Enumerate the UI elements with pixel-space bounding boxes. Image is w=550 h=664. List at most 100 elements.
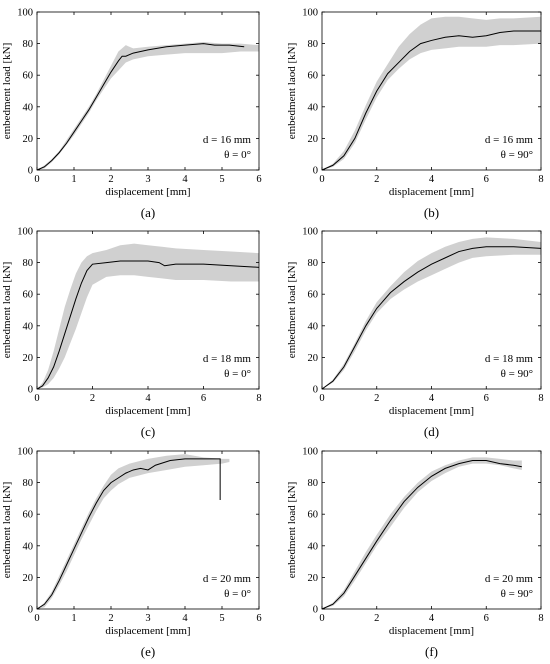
scatter-band (322, 237, 541, 389)
y-tick-label: 80 (23, 258, 34, 269)
y-axis-label: embedment load [kN] (1, 262, 13, 359)
x-tick-label: 2 (374, 174, 379, 185)
x-tick-label: 4 (182, 174, 188, 185)
panel-label: (f) (425, 644, 438, 659)
x-axis-label: displacement [mm] (105, 186, 190, 198)
y-axis-label: embedment load [kN] (286, 262, 298, 359)
x-tick-label: 6 (256, 613, 261, 624)
x-tick-label: 4 (182, 613, 188, 624)
annotation-angle: θ = 90° (501, 588, 533, 600)
y-tick-label: 80 (308, 478, 319, 489)
x-tick-label: 8 (538, 613, 543, 624)
x-axis-label: displacement [mm] (389, 405, 474, 417)
annotation-angle: θ = 90° (501, 368, 533, 380)
annotation-angle: θ = 90° (501, 149, 533, 161)
x-tick-label: 6 (201, 393, 206, 404)
annotation-diameter: d = 16 mm (485, 134, 534, 146)
scatter-band (322, 457, 522, 609)
y-tick-label: 60 (23, 71, 34, 82)
x-tick-label: 1 (71, 613, 76, 624)
mean-curve (321, 30, 541, 171)
y-tick-label: 80 (308, 258, 319, 269)
x-axis-label: displacement [mm] (389, 625, 474, 637)
y-tick-label: 0 (28, 166, 33, 177)
y-tick-label: 60 (23, 290, 34, 301)
y-tick-label: 100 (17, 447, 33, 458)
y-tick-label: 40 (308, 102, 319, 113)
x-tick-label: 4 (429, 174, 435, 185)
y-tick-label: 20 (308, 134, 319, 145)
y-tick-label: 20 (23, 134, 34, 145)
x-tick-label: 8 (538, 174, 543, 185)
x-tick-label: 4 (145, 393, 151, 404)
annotation-diameter: d = 20 mm (485, 573, 534, 585)
x-axis-label: displacement [mm] (105, 625, 190, 637)
y-tick-label: 0 (28, 605, 33, 616)
annotation-diameter: d = 18 mm (203, 353, 252, 365)
y-axis-label: embedment laod [kN] (286, 43, 298, 140)
annotation-diameter: d = 18 mm (485, 353, 534, 365)
x-tick-label: 6 (484, 393, 489, 404)
y-tick-label: 60 (308, 71, 319, 82)
x-tick-label: 0 (34, 174, 39, 185)
scatter-band (37, 454, 230, 609)
x-tick-label: 6 (256, 174, 261, 185)
mean-curve (36, 260, 260, 390)
y-tick-label: 60 (23, 510, 34, 521)
plot-frame (36, 11, 260, 171)
y-axis-label: embedment load [kN] (1, 43, 13, 140)
y-tick-label: 100 (17, 8, 33, 19)
y-tick-label: 100 (17, 227, 33, 238)
x-tick-label: 0 (34, 393, 39, 404)
y-tick-label: 40 (23, 321, 34, 332)
x-tick-label: 4 (429, 613, 435, 624)
y-tick-label: 0 (28, 385, 33, 396)
x-tick-label: 6 (484, 613, 489, 624)
y-tick-label: 0 (313, 166, 318, 177)
panel-label: (a) (141, 205, 155, 220)
x-tick-label: 8 (256, 393, 261, 404)
y-tick-label: 20 (308, 573, 319, 584)
y-tick-label: 40 (23, 102, 34, 113)
y-axis-label: embedment load [kN] (286, 482, 298, 579)
y-tick-label: 60 (308, 510, 319, 521)
x-tick-label: 3 (145, 174, 150, 185)
y-tick-label: 20 (308, 353, 319, 364)
panel-label: (d) (424, 424, 439, 439)
x-axis-label: displacement [mm] (105, 405, 190, 417)
mean-curve (36, 43, 245, 171)
y-tick-label: 40 (308, 541, 319, 552)
x-tick-label: 2 (108, 174, 113, 185)
x-tick-label: 4 (429, 393, 435, 404)
x-tick-label: 3 (145, 613, 150, 624)
y-tick-label: 0 (313, 385, 318, 396)
y-tick-label: 80 (23, 39, 34, 50)
y-tick-label: 100 (302, 8, 318, 19)
x-tick-label: 0 (319, 174, 324, 185)
annotation-angle: θ = 0° (224, 149, 251, 161)
x-axis-label: displacement [mm] (389, 186, 474, 198)
x-tick-label: 8 (538, 393, 543, 404)
annotation-angle: θ = 0° (224, 588, 251, 600)
x-tick-label: 0 (34, 613, 39, 624)
x-tick-label: 0 (319, 393, 324, 404)
y-tick-label: 80 (308, 39, 319, 50)
scatter-band (37, 243, 259, 389)
x-tick-label: 0 (319, 613, 324, 624)
y-tick-label: 40 (308, 321, 319, 332)
annotation-angle: θ = 0° (224, 368, 251, 380)
plot-frame (36, 450, 260, 610)
mean-curve (321, 459, 522, 610)
y-tick-label: 0 (313, 605, 318, 616)
annotation-diameter: d = 16 mm (203, 134, 252, 146)
y-axis-label: embedment load [kN] (1, 482, 13, 579)
panel-label: (b) (424, 205, 439, 220)
x-tick-label: 1 (71, 174, 76, 185)
mean-curve (321, 246, 542, 390)
panel-label: (c) (141, 424, 155, 439)
